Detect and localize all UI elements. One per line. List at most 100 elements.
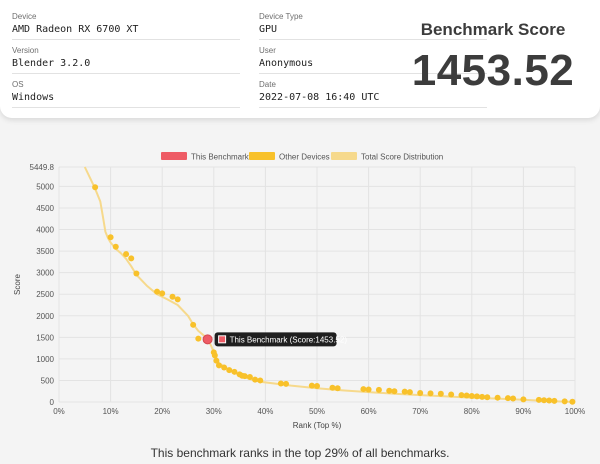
device-value: AMD Radeon RX 6700 XT [12,24,139,35]
y-tick-label: 2500 [36,290,54,299]
other-device-point [283,380,290,387]
divider [259,73,487,74]
x-tick-label: 60% [361,407,377,416]
other-device-point [468,392,475,399]
other-device-point [406,389,413,396]
other-device-point [133,270,140,277]
x-tick-label: 30% [206,407,222,416]
other-device-point [159,290,166,297]
other-device-point [494,394,501,401]
other-device-point [458,392,465,399]
other-device-point [463,392,470,399]
tooltip-label: This Benchmark (Score:1453.52) [230,335,348,344]
device-label: Device [12,12,37,21]
other-device-point [174,296,181,303]
other-device-point [386,387,393,394]
other-device-point [437,390,444,397]
x-tick-label: 90% [515,407,531,416]
y-tick-label: 2000 [36,312,54,321]
x-tick-label: 50% [309,407,325,416]
other-device-point [546,397,553,404]
device-info-card: Device AMD Radeon RX 6700 XT Device Type… [0,0,600,118]
other-device-point [257,377,264,384]
other-device-point [107,234,114,241]
x-tick-label: 40% [257,407,273,416]
divider [12,107,240,108]
other-device-point [221,364,228,371]
other-device-point [427,390,434,397]
other-device-point [334,385,341,392]
other-device-point [535,396,542,403]
other-device-point [154,288,161,295]
other-device-point [112,243,119,250]
os-value: Windows [12,92,55,103]
other-device-point [241,373,248,380]
other-device-point [484,394,491,401]
y-tick-label: 4500 [36,204,54,213]
legend-swatch [331,152,357,160]
y-tick-label: 5000 [36,182,54,191]
divider [259,107,487,108]
version-value: Blender 3.2.0 [12,58,91,69]
other-device-point [510,395,517,402]
other-device-point [569,398,576,405]
user-value: Anonymous [259,58,314,69]
other-device-point [277,380,284,387]
device-type-value: GPU [259,24,278,35]
legend-label: This Benchmark [191,153,250,162]
score-title: Benchmark Score [420,20,566,39]
other-device-point [504,395,511,402]
other-device-point [215,362,222,369]
divider [12,39,240,40]
other-device-point [365,386,372,393]
y-tick-label: 1000 [36,355,54,364]
other-device-point [211,352,218,359]
other-device-point [401,388,408,395]
x-tick-label: 80% [464,407,480,416]
y-axis-label: Score [13,274,22,295]
y-tick-label: 3500 [36,247,54,256]
legend-swatch [161,152,187,160]
rank-summary: This benchmark ranks in the top 29% of a… [150,446,450,460]
other-device-point [246,373,253,380]
x-tick-label: 0% [53,407,65,416]
other-device-point [314,383,320,390]
y-tick-label: 500 [41,376,55,385]
other-device-point [308,382,315,389]
other-device-point [226,367,233,374]
other-device-point [123,251,130,258]
other-device-point [360,386,367,393]
y-tick-label: 0 [50,398,55,407]
other-device-point [391,388,398,395]
device-type-label: Device Type [259,12,303,21]
distribution-line [83,166,576,403]
this-benchmark-point [202,334,213,345]
other-device-point [541,397,548,404]
legend-label: Other Devices [279,153,330,162]
os-label: OS [12,80,24,89]
user-label: User [259,46,276,55]
other-device-point [448,391,455,398]
other-device-point [329,384,336,391]
other-device-point [231,368,238,375]
other-device-point [195,335,202,342]
other-device-point [375,386,382,393]
version-label: Version [12,46,39,55]
other-device-point [92,184,99,191]
x-axis-label: Rank (Top %) [293,421,342,430]
date-value: 2022-07-08 16:40 UTC [259,92,380,103]
other-device-point [128,255,135,262]
y-tick-label: 1500 [36,333,54,342]
legend-label: Total Score Distribution [361,153,443,162]
other-device-point [169,293,176,300]
x-tick-label: 20% [154,407,170,416]
y-tick-label: 3000 [36,269,54,278]
other-device-point [252,376,259,383]
other-device-point [190,321,197,328]
other-device-point [417,389,424,396]
x-tick-label: 100% [565,407,585,416]
score-value: 1453.52 [411,46,575,95]
x-tick-label: 10% [103,407,119,416]
other-device-point [479,393,486,400]
divider [12,73,240,74]
